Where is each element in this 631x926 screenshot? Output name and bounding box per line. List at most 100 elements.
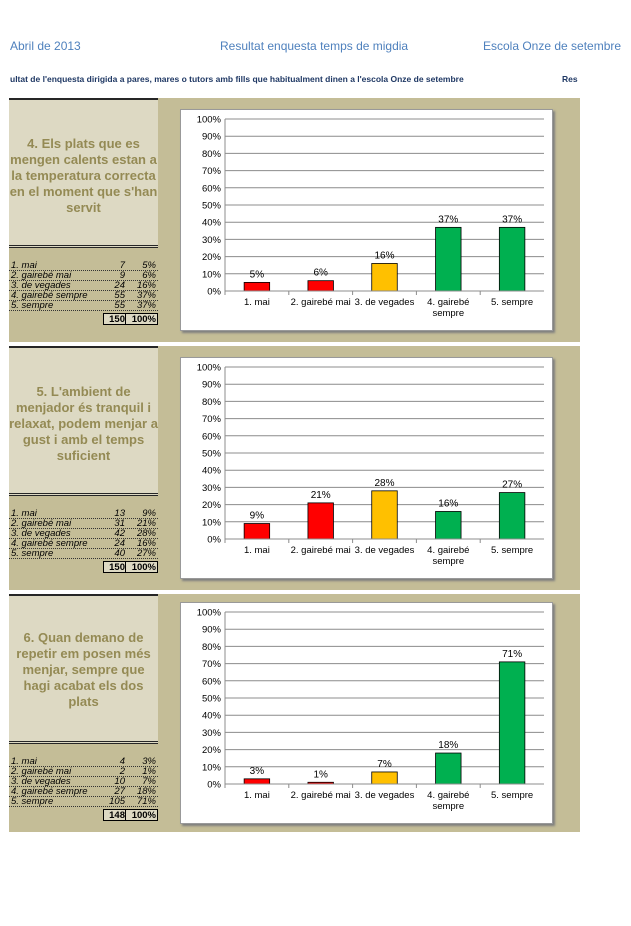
- y-tick-label: 0%: [207, 535, 221, 546]
- bar-chart-svg: 0% 10% 20% 30% 40% 50% 60% 70% 80% 90% 100% 5% 1. ma…: [197, 115, 544, 319]
- bar-chart: 0% 10% 20% 30% 40% 50% 60% 70% 80% 90% 100% 5% 1. ma…: [180, 109, 553, 331]
- y-tick-label: 100%: [197, 608, 222, 619]
- stats-total-count: 148: [109, 810, 125, 821]
- x-tick-label: 5. sempre: [491, 545, 533, 556]
- stats-percent: 16%: [136, 280, 156, 291]
- question-block-6: 6. Quan demano de repetir em posen més m…: [9, 594, 580, 832]
- x-tick-label: 4. gairebé sempre: [427, 790, 469, 812]
- survey-subtitle-right: Res: [562, 74, 578, 84]
- y-tick-label: 50%: [202, 201, 222, 212]
- stats-label: 5. sempre: [11, 548, 54, 559]
- stats-count: 24: [114, 280, 125, 291]
- bar: [498, 492, 526, 540]
- stats-percent: 3%: [142, 756, 156, 767]
- x-tick-label: 1. mai: [244, 790, 270, 801]
- y-tick-label: 40%: [202, 466, 222, 477]
- x-tick-label: 3. de vegades: [355, 790, 415, 801]
- stats-row: 3. de vegades 10 7%: [9, 776, 158, 787]
- y-tick-label: 30%: [202, 483, 222, 494]
- stats-percent: 16%: [136, 538, 156, 549]
- stats-label: 4. gairebé sempre: [11, 538, 88, 549]
- stats-row: 1. mai 7 5%: [9, 260, 158, 271]
- question-text: 4. Els plats que es mengen calents estan…: [9, 136, 158, 215]
- y-tick-label: 0%: [207, 287, 221, 298]
- stats-count: 31: [114, 518, 125, 529]
- stats-total: 150 100%: [103, 561, 158, 573]
- stats-label: 1. mai: [11, 260, 37, 271]
- question-panel: [9, 594, 158, 744]
- y-tick-label: 70%: [202, 414, 222, 425]
- stats-total-count: 150: [109, 314, 125, 325]
- x-tick-label: 3. de vegades: [355, 545, 415, 556]
- survey-subtitle-text: ultat de l'enquesta dirigida a pares, ma…: [10, 74, 464, 84]
- stats-row: 1. mai 13 9%: [9, 508, 158, 519]
- y-tick-label: 20%: [202, 500, 222, 511]
- y-tick-label: 20%: [202, 745, 222, 756]
- stats-row: 4. gairebé sempre 55 37%: [9, 290, 158, 301]
- y-tick-label: 40%: [202, 218, 222, 229]
- data-label: 9%: [250, 511, 265, 522]
- stats-row: 2. gairebé mai 9 6%: [9, 270, 158, 281]
- stats-row: 4. gairebé sempre 24 16%: [9, 538, 158, 549]
- stats-row: 5. sempre 55 37%: [9, 300, 158, 311]
- stats-count: 27: [114, 786, 125, 797]
- bar: [498, 661, 526, 785]
- stats-row: 2. gairebé mai 31 21%: [9, 518, 158, 529]
- stats-count: 55: [114, 290, 125, 301]
- bar: [435, 752, 462, 785]
- stats-label: 4. gairebé sempre: [11, 290, 88, 301]
- data-label: 18%: [438, 740, 458, 751]
- y-tick-label: 40%: [202, 711, 222, 722]
- stats-row: 5. sempre 105 71%: [9, 796, 158, 807]
- x-tick-label: 2. gairebé mai: [291, 297, 351, 308]
- header-school: Escola Onze de setembre: [483, 39, 622, 53]
- data-label: 37%: [502, 214, 522, 225]
- y-tick-label: 100%: [197, 363, 222, 374]
- bar: [435, 511, 462, 540]
- header-date: Abril de 2013: [10, 39, 81, 53]
- stats-label: 2. gairebé mai: [11, 766, 72, 777]
- stats-total-percent: 100%: [131, 562, 156, 573]
- stats-count: 42: [114, 528, 125, 539]
- stats-percent: 21%: [136, 518, 156, 529]
- data-label: 16%: [374, 250, 394, 261]
- stats-label: 2. gairebé mai: [11, 518, 72, 529]
- data-label: 37%: [438, 214, 458, 225]
- stats-total-percent: 100%: [131, 810, 156, 821]
- bar: [243, 281, 271, 292]
- data-label: 27%: [502, 480, 522, 491]
- stats-percent: 18%: [136, 786, 156, 797]
- bar-chart-svg: 0% 10% 20% 30% 40% 50% 60% 70% 80% 90% 100% 3% 1. ma…: [197, 608, 544, 812]
- x-tick-label: 2. gairebé mai: [291, 545, 351, 556]
- y-tick-label: 60%: [202, 183, 222, 194]
- data-label: 28%: [374, 478, 394, 489]
- y-tick-label: 10%: [202, 269, 222, 280]
- stats-percent: 5%: [142, 260, 156, 271]
- question-panel: [9, 346, 158, 496]
- stats-label: 1. mai: [11, 508, 37, 519]
- y-tick-label: 100%: [197, 115, 222, 126]
- stats-total-count: 150: [109, 562, 125, 573]
- y-tick-label: 20%: [202, 252, 222, 263]
- data-label: 71%: [502, 649, 522, 660]
- stats-count: 13: [114, 508, 125, 519]
- stats-percent: 7%: [142, 776, 156, 787]
- y-tick-label: 60%: [202, 676, 222, 687]
- question-block-5: 5. L'ambient de menjador és tranquil i r…: [9, 346, 580, 590]
- stats-count: 40: [114, 548, 125, 559]
- stats-label: 5. sempre: [11, 300, 54, 311]
- bar: [307, 280, 334, 292]
- question-text: 6. Quan demano de repetir em posen més m…: [16, 630, 151, 709]
- bar: [243, 523, 271, 540]
- stats-total-percent: 100%: [131, 314, 156, 325]
- stats-label: 4. gairebé sempre: [11, 786, 88, 797]
- stats-percent: 71%: [136, 796, 156, 807]
- stats-percent: 6%: [142, 270, 156, 281]
- bar: [243, 778, 271, 785]
- question-panel: [9, 98, 158, 248]
- y-tick-label: 80%: [202, 642, 222, 653]
- stats-row: 1. mai 4 3%: [9, 756, 158, 767]
- data-label: 5%: [250, 269, 265, 280]
- x-tick-label: 4. gairebé sempre: [427, 545, 469, 567]
- y-tick-label: 90%: [202, 132, 222, 143]
